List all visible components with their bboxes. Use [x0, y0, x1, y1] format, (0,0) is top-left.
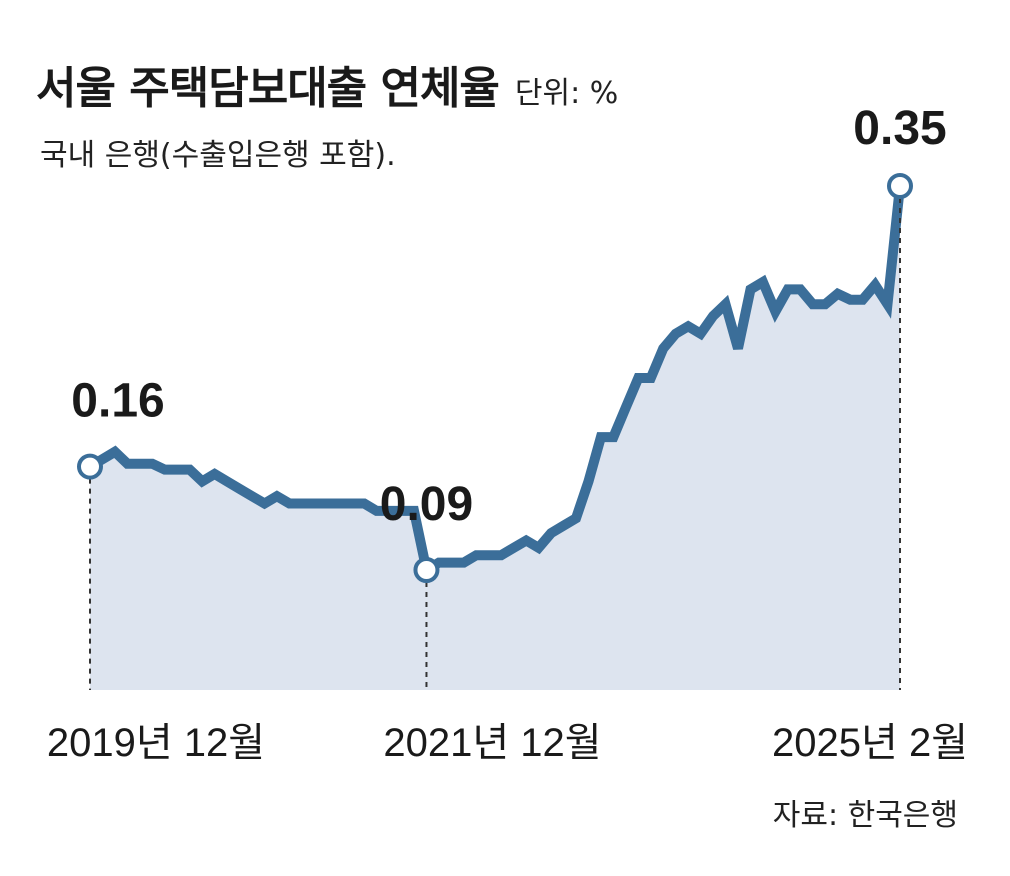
x-tick-label: 2019년 12월 [47, 721, 265, 765]
highlight-marker [77, 453, 103, 480]
area-layer [90, 186, 900, 690]
chart-subtitle: 국내 은행(수출입은행 포함). [40, 138, 396, 173]
data-label: 0.16 [71, 375, 164, 428]
unit-label: 단위: % [514, 76, 619, 111]
source-note: 자료: 한국은행 [772, 798, 958, 833]
label-layer: 0.16 0.09 0.35 [71, 102, 946, 531]
marker-layer [77, 173, 913, 583]
highlight-marker [887, 173, 913, 199]
series-line [87, 185, 905, 578]
title-row: 서울 주택담보대출 연체율 단위: % [36, 52, 618, 116]
line-layer [87, 185, 905, 578]
tick-layer: 2019년 12월 2021년 12월 2025년 2월 [47, 721, 968, 765]
x-tick-label: 2021년 12월 [383, 721, 601, 765]
x-tick-label: 2025년 2월 [772, 721, 968, 765]
data-label: 0.35 [853, 102, 946, 155]
guide-layer [89, 198, 901, 690]
highlight-marker [413, 557, 440, 583]
chart-title: 서울 주택담보대출 연체율 [36, 63, 500, 114]
data-label: 0.09 [380, 478, 473, 531]
area-fill [90, 186, 900, 690]
